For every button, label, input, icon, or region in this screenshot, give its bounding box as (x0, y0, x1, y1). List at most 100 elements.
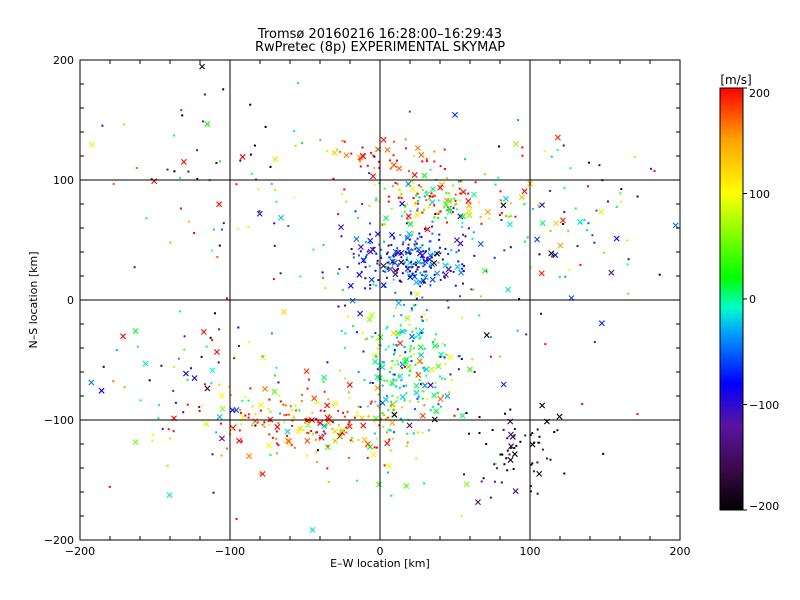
dot-marker (369, 222, 371, 225)
cross-marker (374, 384, 381, 391)
cross-marker (357, 310, 364, 317)
dot-marker (332, 177, 335, 180)
dot-marker (273, 222, 276, 225)
dot-marker (378, 424, 381, 427)
dot-marker (412, 340, 414, 343)
dot-marker (305, 420, 308, 422)
cross-marker (470, 191, 477, 198)
dot-marker (268, 398, 271, 401)
dot-marker (461, 267, 464, 270)
dot-marker (413, 204, 416, 207)
dot-marker (372, 246, 375, 249)
dot-marker (395, 385, 398, 388)
dot-marker (404, 329, 407, 332)
dot-marker (439, 246, 441, 249)
colorbar-tick-label: −100 (749, 399, 779, 412)
dot-marker (423, 369, 426, 372)
dot-marker (556, 149, 559, 152)
dot-marker (510, 215, 513, 218)
cross-marker (512, 488, 519, 495)
dot-marker (183, 335, 186, 338)
dot-marker (409, 345, 412, 348)
cross-marker (324, 402, 331, 409)
dot-marker (591, 234, 594, 237)
dot-marker (343, 188, 346, 191)
dot-marker (349, 439, 352, 442)
dot-marker (397, 267, 399, 270)
dot-marker (416, 207, 419, 210)
dot-marker (389, 167, 392, 170)
dot-marker (407, 243, 410, 246)
plot-frame (79, 59, 681, 541)
dot-marker (396, 159, 398, 162)
dot-marker (461, 221, 464, 224)
dot-marker (380, 223, 383, 226)
dot-marker (101, 124, 104, 127)
cross-marker (432, 342, 438, 349)
dot-marker (389, 256, 392, 259)
dot-marker (409, 210, 412, 213)
dot-marker (414, 261, 417, 264)
dot-marker (568, 269, 571, 272)
dot-marker (439, 165, 442, 168)
dot-marker (385, 266, 388, 269)
dot-marker (434, 382, 437, 385)
dot-marker (360, 270, 363, 273)
cross-marker (554, 134, 561, 141)
cross-marker (429, 276, 436, 283)
dot-marker (373, 446, 376, 449)
dot-marker (544, 343, 547, 346)
cross-marker (271, 388, 278, 395)
dot-marker (244, 414, 247, 417)
dot-marker (399, 324, 402, 327)
dot-marker (322, 276, 325, 279)
dot-marker (459, 192, 462, 195)
cross-marker (199, 63, 206, 70)
dot-marker (393, 431, 396, 434)
dot-marker (414, 363, 417, 366)
x-tick-label: 200 (670, 545, 691, 558)
cross-marker (451, 111, 458, 118)
dot-marker (593, 341, 596, 343)
dot-marker (386, 268, 389, 271)
dot-marker (636, 413, 639, 416)
cross-marker (384, 440, 391, 447)
dot-marker (369, 284, 372, 286)
cross-marker (557, 242, 564, 249)
dot-marker (436, 211, 439, 214)
dot-marker (283, 421, 286, 424)
dot-marker (549, 230, 552, 232)
cross-marker (321, 423, 328, 429)
dot-marker (409, 350, 411, 353)
dot-marker (441, 342, 444, 345)
dot-marker (400, 331, 403, 334)
dot-marker (418, 232, 421, 235)
dot-marker (269, 419, 272, 422)
cross-marker (428, 366, 435, 373)
dot-marker (390, 162, 393, 165)
dot-marker (538, 435, 541, 438)
colorbar-tick-label: 0 (749, 293, 756, 306)
dot-marker (356, 411, 358, 414)
dot-marker (247, 413, 250, 416)
cross-marker (389, 419, 396, 426)
dot-marker (371, 382, 374, 384)
y-axis-label: N–S location [km] (27, 251, 40, 348)
dot-marker (291, 409, 293, 411)
dot-marker (326, 467, 329, 470)
dot-marker (338, 432, 341, 435)
cross-marker (500, 381, 507, 388)
dot-marker (388, 262, 391, 265)
dot-marker (398, 386, 401, 389)
dot-marker (406, 203, 409, 205)
dot-marker (393, 237, 396, 240)
cross-marker (466, 202, 473, 209)
dot-marker (452, 184, 454, 187)
dot-marker (467, 192, 470, 195)
dot-marker (426, 259, 429, 261)
dot-marker (399, 234, 402, 236)
cross-marker (120, 333, 127, 340)
dot-marker (277, 422, 280, 425)
dot-marker (409, 400, 412, 403)
dot-marker (403, 399, 406, 402)
